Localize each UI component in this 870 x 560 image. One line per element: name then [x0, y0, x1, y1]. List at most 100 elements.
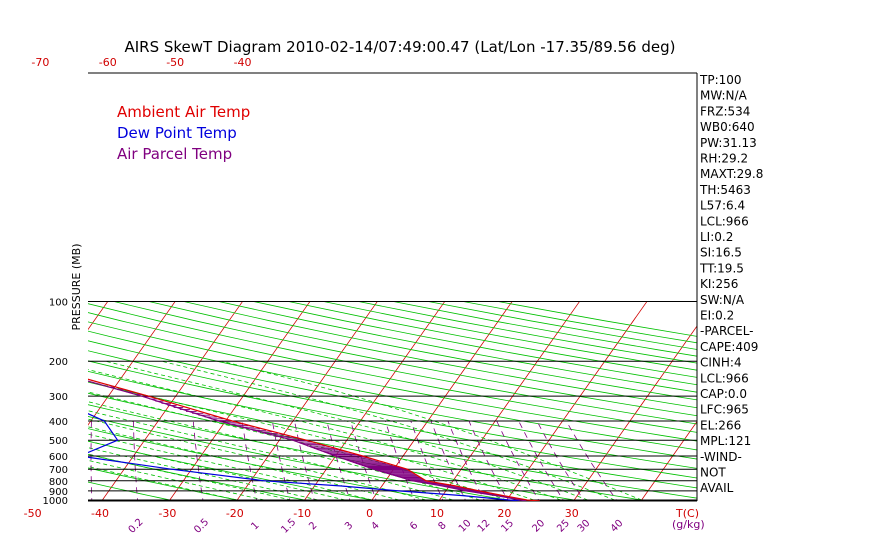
index-label: MW:N/A — [700, 89, 748, 103]
index-label: LFC:965 — [700, 403, 749, 417]
mixing-ratio-tick-label: 10 — [457, 518, 474, 535]
mixing-ratio-line — [468, 420, 509, 501]
mixing-ratio-line — [326, 420, 351, 501]
bottom-temp-tick-label: -10 — [293, 507, 311, 520]
bottom-temp-tick-label: -20 — [226, 507, 244, 520]
bottom-temperature-axis: -50 -40 -30 -20 -10 0 10 20 30 — [24, 507, 579, 520]
top-temperature-axis: -120-110-100-90-80-70-60-50-40 — [31, 56, 252, 69]
dry-adiabat-line — [218, 301, 697, 393]
legend-entry: Ambient Air Temp — [117, 103, 250, 121]
bottom-temp-tick-label: 20 — [497, 507, 511, 520]
mixing-ratio-tick-label: 30 — [576, 518, 593, 535]
dry-adiabat-line — [88, 330, 697, 451]
index-label: MPL:121 — [700, 434, 751, 448]
bottom-temp-tick-label: -40 — [91, 507, 109, 520]
mixing-ratio-line — [350, 420, 377, 501]
mixing-ratio-label: (g/kg) — [672, 518, 705, 531]
moist-adiabat-line — [88, 369, 561, 501]
top-temp-tick-label: -70 — [31, 56, 49, 69]
index-label: KI:256 — [700, 277, 738, 291]
index-label: L57:6.4 — [700, 199, 745, 213]
mixing-ratio-tick-label: 0.2 — [127, 517, 146, 536]
mixing-ratio-tick-label: 1 — [249, 520, 261, 532]
mixing-ratio-line — [430, 420, 467, 501]
dry-adiabat-line — [253, 301, 697, 386]
bottom-temp-tick-label: 30 — [565, 507, 579, 520]
bottom-temp-tick-label: -30 — [158, 507, 176, 520]
mixing-ratio-tick-label: 4 — [370, 520, 382, 532]
isotherm-line — [236, 301, 378, 501]
isotherm-line — [773, 301, 870, 504]
dry-adiabat-line — [88, 404, 583, 501]
dry-adiabat-line — [88, 303, 697, 425]
moist-adiabat-line — [88, 433, 373, 501]
mixing-ratio-line — [133, 420, 138, 501]
dry-adiabat-line — [88, 467, 245, 501]
mixing-ratio-tick-label: 15 — [499, 518, 516, 535]
dry-adiabat-line — [88, 350, 697, 469]
moist-adiabat-line — [88, 466, 238, 501]
dry-adiabat-line — [357, 301, 697, 364]
index-label: SW:N/A — [700, 293, 745, 307]
index-label: SI:16.5 — [700, 246, 742, 260]
index-label: NOT — [700, 466, 726, 480]
pressure-tick-label: 900 — [49, 487, 68, 498]
index-label: LCL:966 — [700, 371, 749, 385]
dry-adiabat-line — [88, 370, 697, 489]
pressure-tick-label: 200 — [49, 357, 68, 368]
moist-adiabat-line — [105, 360, 588, 501]
mixing-ratio-tick-label: 40 — [609, 518, 626, 535]
index-label: CAP:0.0 — [700, 387, 747, 401]
mixing-ratio-line — [447, 420, 486, 501]
top-temp-tick-label: -60 — [99, 56, 117, 69]
x-axis-label: T(C) — [675, 507, 699, 520]
dry-adiabat-line — [88, 416, 516, 501]
pressure-tick-label: 700 — [49, 465, 68, 476]
index-label: LI:0.2 — [700, 230, 733, 244]
pressure-tick-label: 800 — [49, 477, 68, 488]
bottom-temp-tick-label: 0 — [366, 507, 373, 520]
pressure-tick-label: 400 — [49, 417, 68, 428]
pressure-tick-label: 1000 — [43, 496, 68, 507]
moist-adiabat-line — [88, 453, 292, 501]
dry-adiabat-line — [88, 392, 651, 501]
moist-adiabat-line — [161, 360, 615, 501]
chart-title: AIRS SkewT Diagram 2010-02-14/07:49:00.4… — [124, 38, 675, 56]
dry-adiabat-line — [183, 301, 697, 401]
dry-adiabat-line — [113, 301, 697, 417]
index-label: RH:29.2 — [700, 152, 748, 166]
index-label: EI:0.2 — [700, 309, 734, 323]
legend: Ambient Air Temp Dew Point Temp Air Parcel… — [117, 103, 250, 163]
mixing-ratio-line — [90, 420, 93, 501]
dry-adiabat-line — [148, 301, 697, 409]
index-label: LCL:966 — [700, 214, 749, 228]
index-label: CAPE:409 — [700, 340, 758, 354]
mixing-ratio-tick-label: 12 — [476, 518, 493, 535]
mixing-ratio-tick-label: 3 — [343, 520, 355, 532]
index-label: MAXT:29.8 — [700, 167, 763, 181]
index-label: PW:31.13 — [700, 136, 757, 150]
isotherm-line — [168, 301, 311, 501]
index-label: EL:266 — [700, 418, 741, 432]
top-temp-tick-label: -40 — [234, 56, 252, 69]
pressure-tick-label: 300 — [49, 392, 68, 403]
isotherm-line — [438, 301, 580, 501]
isotherm-line — [0, 301, 40, 504]
mixing-ratio-tick-label: 20 — [531, 518, 548, 535]
legend-entry: Dew Point Temp — [117, 124, 237, 142]
moist-adiabat-line — [88, 459, 265, 501]
dry-adiabat-line — [88, 321, 697, 442]
parcel-temp-line — [88, 380, 527, 501]
dry-adiabat-line — [88, 381, 697, 499]
mixing-ratio-tick-label: 2 — [307, 520, 319, 532]
dewpoint-line — [88, 413, 520, 501]
dry-adiabat-line — [88, 312, 697, 433]
moist-adiabat-line — [221, 360, 642, 501]
dry-adiabat-line — [88, 360, 697, 479]
bottom-temp-tick-label: 10 — [430, 507, 444, 520]
mixing-ratio-tick-label: 0.5 — [192, 517, 211, 536]
index-label: -PARCEL- — [700, 324, 754, 338]
